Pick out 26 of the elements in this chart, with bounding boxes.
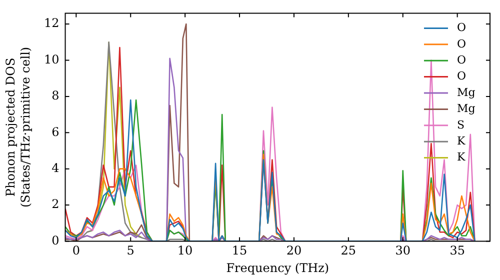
x-tick-label: 10 — [177, 244, 193, 258]
legend-label: S — [457, 118, 465, 132]
legend-label: O — [457, 53, 466, 66]
x-tick-label: 5 — [126, 244, 134, 258]
y-tick-label: 10 — [44, 52, 60, 66]
y-axis-title: Phonon projected DOS (States/THz·primitive cell) — [4, 46, 33, 208]
x-tick-label: 15 — [232, 244, 248, 258]
y-tick-label: 2 — [52, 197, 60, 212]
x-tick-label: 25 — [340, 244, 356, 258]
legend-label: O — [457, 21, 466, 34]
x-axis-title: Frequency (THz) — [226, 260, 330, 275]
y-tick-label: 4 — [52, 160, 60, 175]
legend-label: O — [457, 70, 466, 83]
legend-label: K — [457, 150, 466, 164]
legend-label: O — [457, 37, 466, 50]
legend-label: Mg — [457, 86, 476, 99]
y-tick-label: 6 — [52, 124, 60, 139]
y-tick-label: 0 — [52, 233, 60, 248]
y-tick-label: 12 — [44, 16, 60, 30]
x-tick-label: 0 — [72, 244, 80, 258]
legend-label: K — [457, 134, 466, 148]
x-tick-label: 35 — [450, 244, 465, 258]
x-tick-label: 30 — [395, 244, 411, 258]
x-tick-label: 20 — [286, 244, 302, 258]
legend-label: Mg — [457, 102, 476, 116]
y-tick-label: 8 — [52, 88, 60, 103]
